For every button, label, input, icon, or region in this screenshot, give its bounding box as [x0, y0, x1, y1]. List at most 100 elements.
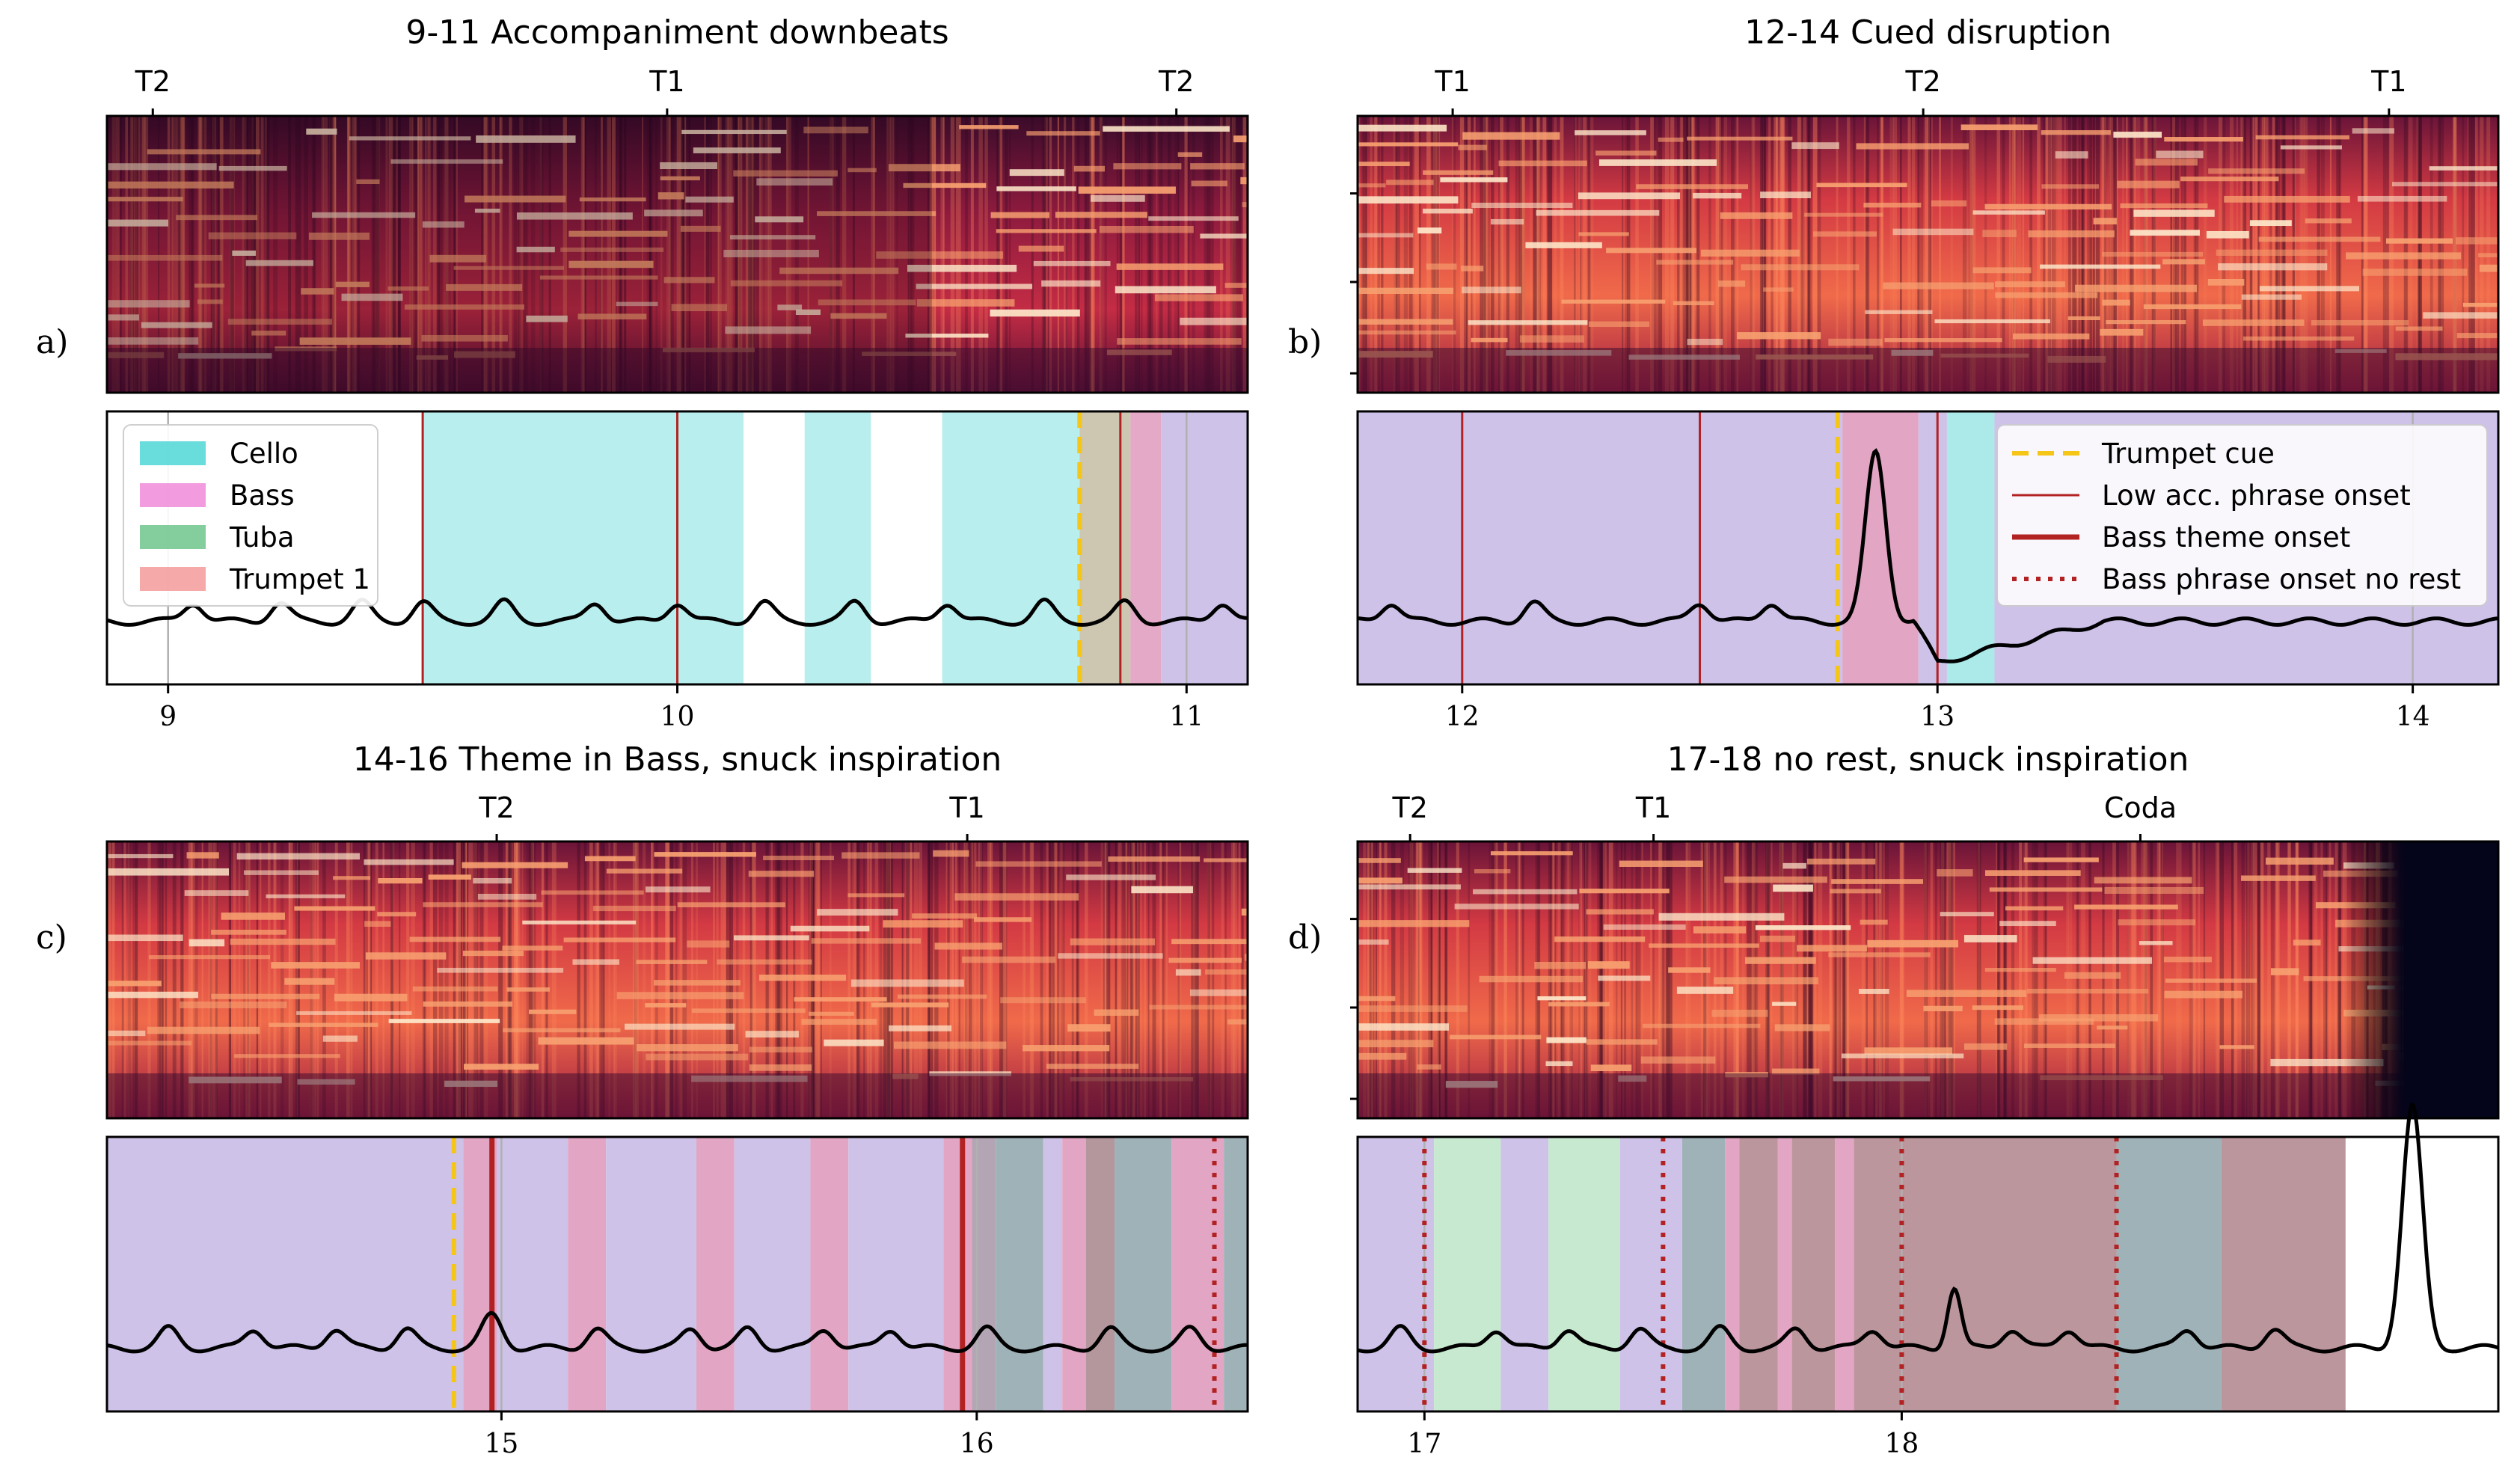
spectrogram-streak [479, 841, 484, 1118]
spectrogram-note [503, 1028, 621, 1033]
spectrogram-note [1676, 987, 1734, 994]
spectrogram-streak [334, 841, 338, 1118]
spectrogram-streak [1023, 841, 1026, 1118]
spectrogram-note [1598, 159, 1717, 166]
spectrogram-note [1454, 904, 1579, 910]
spectrogram-streak [1669, 841, 1673, 1118]
instrument-block [1791, 1137, 1836, 1411]
spectrogram-streak [1365, 116, 1367, 393]
spectrogram-note [725, 326, 812, 334]
spectrogram-note [1828, 338, 1883, 346]
spectrogram-streak [436, 116, 441, 393]
spectrogram-streak [332, 116, 337, 393]
spectrogram-streak [684, 116, 687, 393]
spectrogram-streak [1651, 116, 1656, 393]
spectrogram-streak [409, 116, 412, 393]
spectrogram-streak [2011, 841, 2015, 1118]
spectrogram-streak [193, 841, 198, 1118]
spectrogram-streak [1437, 841, 1441, 1118]
spectrogram-streak [1836, 116, 1839, 393]
spectrogram-note [1490, 218, 1524, 225]
spectrogram-streak [1418, 841, 1423, 1118]
spectrogram-note [1884, 338, 2002, 343]
spectrogram-silence [2403, 841, 2498, 1118]
spectrogram-note [341, 293, 403, 301]
spectrogram-note [625, 1023, 735, 1030]
spectrogram-streak [1428, 841, 1433, 1118]
spectrogram-note [636, 960, 708, 964]
spectrogram-note [1656, 260, 1734, 265]
spectrogram-note [790, 925, 870, 932]
spectrogram-streak [2050, 116, 2053, 393]
spectrogram-streak [321, 116, 324, 393]
spectrogram-note [1856, 143, 1969, 150]
spectrogram-streak [1132, 841, 1135, 1118]
spectrogram-streak [1370, 841, 1373, 1118]
spectrogram-streak [742, 841, 746, 1118]
spectrogram-note [227, 319, 332, 325]
spectrogram-streak [141, 116, 145, 393]
spectrogram-streak [2474, 116, 2478, 393]
spectrogram-streak [620, 116, 623, 393]
spectrogram-streak [1085, 841, 1088, 1118]
spectrogram-streak [449, 116, 451, 393]
spectrogram-note [464, 1064, 539, 1070]
spectrogram-note [1741, 264, 1860, 271]
spectrogram-note [2385, 238, 2453, 244]
spectrogram-streak [1238, 841, 1241, 1118]
spectrogram-streak [1522, 116, 1525, 393]
spectrogram-streak [1187, 116, 1190, 393]
spectrogram-streak [347, 116, 352, 393]
spectrogram-streak [130, 116, 134, 393]
spectrogram-streak [562, 116, 567, 393]
spectrogram-streak [1363, 116, 1367, 393]
spectrogram-note [1358, 233, 1414, 238]
spectrogram-note [1578, 192, 1681, 200]
spectrogram-streak [1498, 116, 1502, 393]
spectrogram-streak [260, 116, 264, 393]
spectrogram-streak [1207, 841, 1211, 1118]
spectrogram-streak [716, 841, 719, 1118]
spectrogram-streak [213, 841, 217, 1118]
spectrogram-streak [1169, 116, 1172, 393]
spectrogram-streak [1126, 841, 1128, 1118]
spectrogram-streak [1104, 841, 1108, 1118]
spectrogram-note [2479, 264, 2498, 272]
spectrogram-streak [1377, 116, 1380, 393]
spectrogram-note [1461, 266, 1484, 272]
top-mark-label: T2 [1158, 65, 1194, 98]
spectrogram-note [1177, 152, 1203, 157]
spectrogram-note [1619, 860, 1703, 867]
spectrogram-streak [1152, 841, 1156, 1118]
spectrogram-note [2026, 988, 2149, 994]
spectrogram-note [2255, 135, 2349, 140]
spectrogram-note [2241, 294, 2302, 300]
spectrogram-streak [1829, 841, 1833, 1118]
spectrogram-streak [2081, 116, 2085, 393]
spectrogram-note [230, 938, 336, 945]
spectrogram-streak [259, 841, 262, 1118]
spectrogram-streak [1403, 116, 1408, 393]
spectrogram-note [2102, 251, 2204, 257]
panel-title: 17-18 no rest, snuck inspiration [1667, 740, 2189, 779]
spectrogram-streak [2158, 841, 2161, 1118]
spectrogram-note [1091, 194, 1145, 202]
spectrogram-note [465, 195, 566, 203]
spectrogram-frame [1356, 840, 2500, 1120]
spectrogram-note [889, 1025, 952, 1031]
spectrogram-streak [530, 841, 534, 1118]
spectrogram-note [1668, 967, 1711, 973]
spectrogram-note [2429, 166, 2498, 171]
spectrogram-streak [1451, 116, 1454, 393]
spectrogram-streak [1241, 841, 1243, 1118]
spectrogram-streak [1521, 116, 1524, 393]
spectrogram-streak [230, 116, 233, 393]
spectrogram-note [1984, 967, 2056, 972]
spectrogram-note [1358, 124, 1447, 132]
spectrogram-streak [1103, 841, 1106, 1118]
spectrogram-streak [165, 841, 168, 1118]
spectrogram-note [916, 299, 1015, 307]
instrument-block [942, 411, 1080, 684]
spectrogram-note [1386, 180, 1434, 185]
spectrogram-note [871, 1002, 949, 1008]
